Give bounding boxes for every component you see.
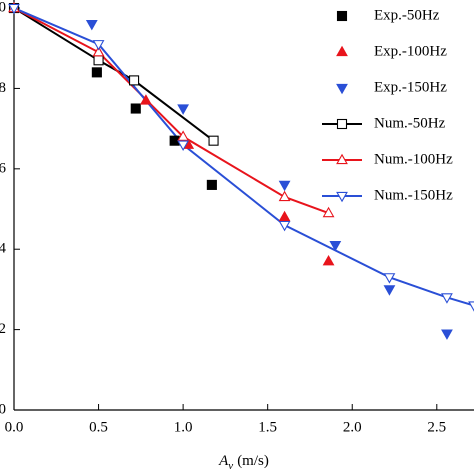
- data-point: [177, 104, 190, 115]
- y-tick-label: 0.2: [0, 321, 6, 337]
- data-point: [92, 45, 105, 57]
- x-label-symbol: A: [218, 453, 229, 469]
- data-point: [441, 293, 453, 304]
- data-point: [322, 254, 335, 266]
- legend-marker: [336, 191, 348, 203]
- data-point: [329, 241, 342, 252]
- data-point: [91, 67, 102, 78]
- legend-label: Exp.-50Hz: [374, 7, 440, 23]
- x-tick-label: 0.0: [5, 419, 24, 435]
- x-tick-label: 2.0: [343, 419, 362, 435]
- legend-label: Num.-50Hz: [374, 115, 446, 131]
- data-point: [383, 273, 396, 284]
- data-point: [383, 285, 396, 296]
- data-point: [92, 40, 105, 51]
- legend-marker: [336, 153, 348, 165]
- series-line: [13, 7, 215, 142]
- legend-marker: [336, 83, 348, 95]
- data-point: [208, 135, 219, 146]
- legend-marker: [336, 10, 348, 22]
- x-axis-label: Av (m/s): [218, 453, 269, 471]
- x-label-unit: (m/s): [237, 453, 269, 469]
- y-tick-label: 0.8: [0, 80, 6, 96]
- data-point: [206, 179, 217, 190]
- x-tick-label: 2.5: [427, 419, 446, 435]
- x-tick-label: 1.5: [258, 419, 277, 435]
- data-point: [177, 130, 190, 141]
- x-tick-label: 0.5: [89, 419, 108, 435]
- legend-label: Exp.-100Hz: [374, 43, 447, 59]
- data-point: [93, 55, 104, 66]
- y-tick-label: 1.0: [0, 0, 6, 15]
- legend-label: Num.-100Hz: [374, 151, 453, 167]
- y-tick-label: 0.0: [0, 401, 6, 417]
- x-label-subscript: v: [228, 460, 233, 472]
- y-tick-label: 0.6: [0, 160, 7, 176]
- data-point: [130, 103, 141, 114]
- data-point: [85, 19, 98, 31]
- data-point: [278, 210, 291, 222]
- data-point: [278, 190, 291, 202]
- data-point: [322, 206, 335, 218]
- legend-marker: [336, 118, 348, 130]
- data-point: [177, 140, 190, 152]
- data-point: [468, 301, 474, 312]
- legend-label: Num.-150Hz: [374, 187, 453, 203]
- data-point: [441, 329, 453, 340]
- x-tick-label: 1.0: [174, 419, 193, 435]
- data-point: [8, 3, 20, 15]
- data-point: [140, 94, 152, 105]
- data-point: [278, 220, 291, 232]
- data-point: [129, 75, 140, 86]
- data-point: [278, 180, 291, 192]
- legend-label: Exp.-150Hz: [374, 79, 447, 95]
- y-tick-label: 0.4: [0, 241, 7, 257]
- legend-marker: [336, 45, 348, 57]
